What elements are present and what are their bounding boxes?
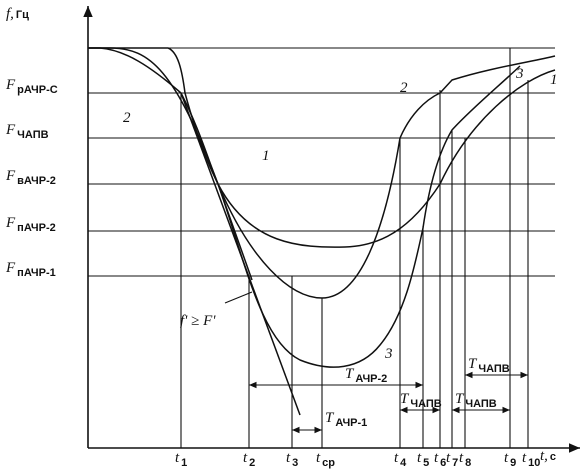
derivative-label: f' ≥ F' (180, 313, 216, 329)
time-label-sub: 8 (465, 457, 471, 469)
time-label-sub: 7 (452, 457, 458, 469)
curve-label: 1 (262, 148, 270, 164)
time-label-main: t (459, 450, 464, 466)
interval-label-sub: ЧАПВ (410, 398, 441, 410)
interval-label: T ЧАПВ (455, 391, 497, 410)
level-label-main: F (5, 122, 16, 138)
time-label-sub: 3 (292, 457, 298, 469)
time-label-main: t (522, 450, 527, 466)
interval-label-main: T (468, 356, 478, 372)
interval-label-sub: АЧР-1 (335, 417, 367, 429)
time-lines (180, 48, 529, 448)
level-label-sub: пАЧР-2 (17, 222, 56, 234)
interval-label-main: T (325, 410, 335, 426)
curve-label: 3 (515, 66, 524, 82)
level-label-main: F (5, 77, 16, 93)
x-axis-label-sub: с (550, 451, 556, 463)
interval-label: T АЧР-2 (345, 366, 387, 385)
level-label-main: F (5, 168, 16, 184)
time-label: t 10 (522, 450, 540, 469)
time-label-main: t (417, 450, 422, 466)
level-label-sub: вАЧР-2 (17, 175, 56, 187)
level-label-sub: пАЧР-1 (17, 267, 56, 279)
x-axis-label-main: t, (540, 448, 548, 464)
time-label-main: t (243, 450, 248, 466)
time-label-main: t (175, 450, 180, 466)
time-label-main: t (504, 450, 509, 466)
interval-label-main: T (400, 391, 410, 407)
interval-label-main: T (455, 391, 465, 407)
time-label-sub: 6 (440, 457, 446, 469)
interval-label-main: T (345, 366, 355, 382)
curve-label: 3 (384, 346, 393, 362)
time-label-sub: 2 (249, 457, 255, 469)
level-label-main: F (5, 215, 16, 231)
time-label-sub: ср (322, 457, 335, 469)
y-axis-label-sub: Гц (16, 9, 29, 21)
time-label-sub: 4 (400, 457, 407, 469)
time-label-sub: 5 (423, 457, 429, 469)
interval-arrows (249, 371, 528, 434)
level-label-main: F (5, 260, 16, 276)
time-label-main: t (286, 450, 291, 466)
time-label: t ср (316, 450, 335, 469)
curve-label: 1 (550, 72, 558, 88)
level-label-sub: рАЧР-С (17, 84, 58, 96)
level-label: F ЧАПВ (5, 122, 49, 141)
time-label-sub: 9 (510, 457, 516, 469)
x-axis-label: t, с (540, 448, 556, 464)
interval-label: T ЧАПВ (400, 391, 442, 410)
time-label-sub: 10 (528, 457, 540, 469)
interval-label: T АЧР-1 (325, 410, 367, 429)
time-label-main: t (316, 450, 321, 466)
interval-label-sub: ЧАПВ (478, 363, 509, 375)
interval-label: T ЧАПВ (468, 356, 510, 375)
time-label-main: t (446, 450, 451, 466)
level-lines (88, 47, 555, 277)
y-axis-label: f, Гц (6, 6, 29, 22)
level-label-sub: ЧАПВ (17, 129, 48, 141)
axes (83, 6, 580, 453)
curve-label: 2 (123, 110, 131, 126)
curve-label: 2 (400, 80, 408, 96)
interval-label-sub: ЧАПВ (465, 398, 496, 410)
curves (88, 47, 556, 416)
time-label-main: t (394, 450, 399, 466)
interval-label-sub: АЧР-2 (355, 373, 387, 385)
time-label-sub: 1 (181, 457, 187, 469)
time-label-main: t (434, 450, 439, 466)
y-axis-label-main: f, (6, 6, 14, 22)
